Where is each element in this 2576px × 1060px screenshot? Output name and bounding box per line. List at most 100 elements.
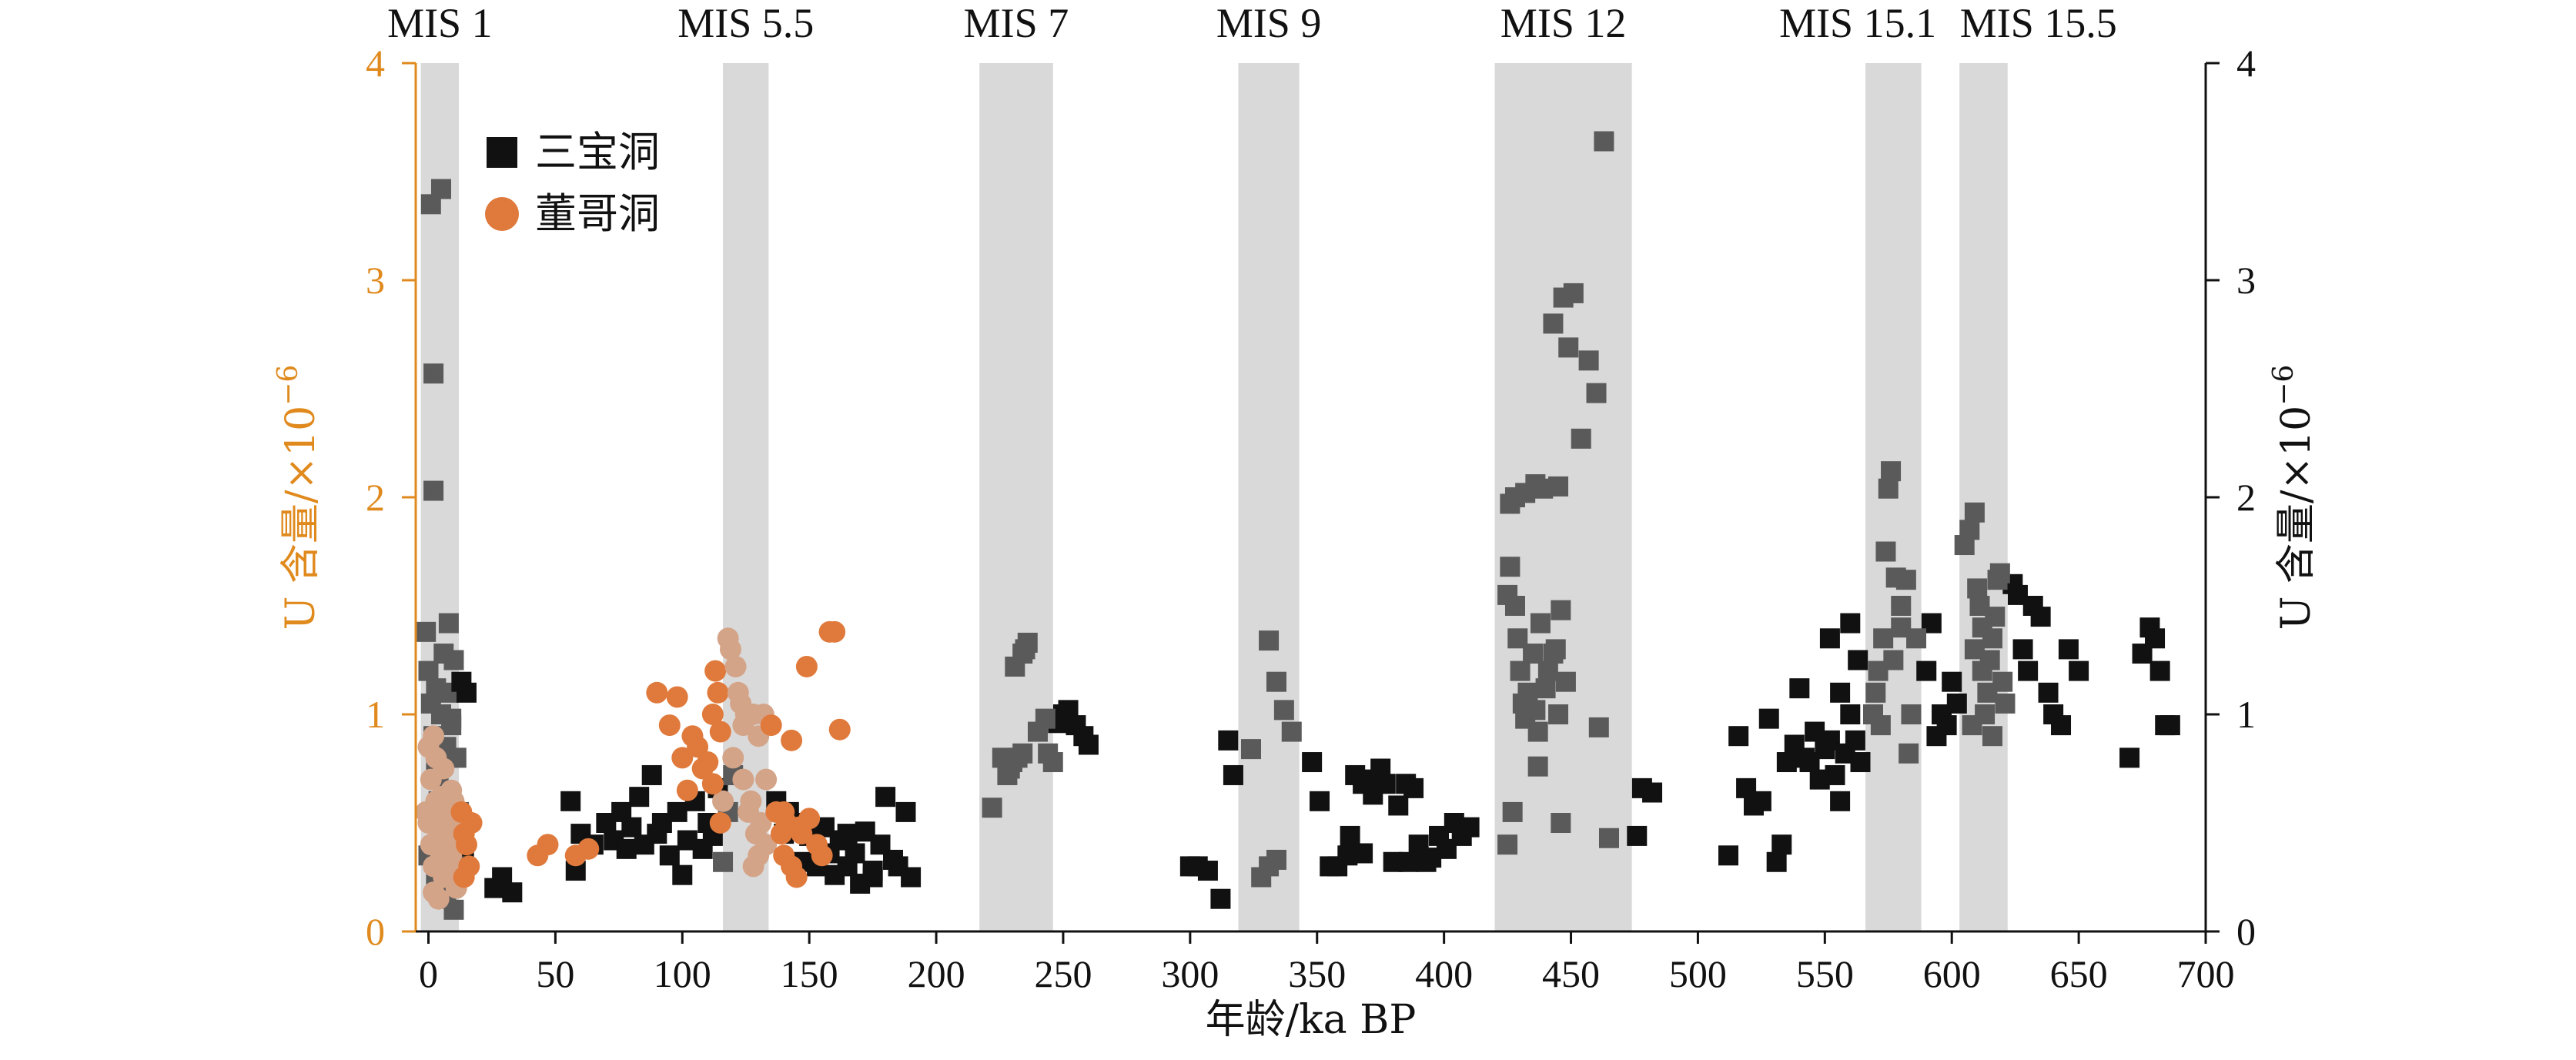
mis-band-label: MIS 9 [1216, 0, 1322, 46]
right-y-tick-label: 3 [2236, 259, 2256, 302]
point-dongge [460, 812, 483, 834]
x-tick-label: 100 [654, 952, 711, 995]
x-tick-label: 650 [2050, 952, 2108, 995]
point-sanbao [1992, 671, 2013, 692]
mis-band [1959, 63, 2008, 931]
left-y-tick-label: 0 [366, 910, 385, 953]
point-sanbao [1870, 715, 1891, 736]
point-sanbao [1830, 682, 1851, 703]
point-sanbao [1035, 708, 1055, 729]
point-sanbao [1266, 849, 1286, 870]
point-sanbao [901, 867, 922, 888]
right-y-axis-title-text: U 含量/×10 [2273, 406, 2320, 630]
x-tick-label: 450 [1542, 952, 1600, 995]
point-sanbao [2030, 607, 2051, 627]
point-sanbao [1906, 628, 1927, 649]
svg-text:U 含量/×10−6: U 含量/×10−6 [273, 365, 324, 630]
point-dongge [455, 834, 477, 856]
mis-band-label: MIS 12 [1500, 0, 1627, 46]
point-sanbao [1510, 660, 1531, 681]
point-sanbao [1899, 743, 1919, 764]
x-tick-label: 250 [1034, 952, 1092, 995]
x-tick-label: 300 [1161, 952, 1219, 995]
point-sanbao [1901, 704, 1922, 724]
point-sanbao [1543, 313, 1564, 334]
point-sanbao [1223, 764, 1243, 785]
point-sanbao [667, 801, 687, 822]
point-sanbao [1504, 596, 1525, 616]
right-y-axis-title: U 含量/×10−6 [2268, 365, 2320, 630]
x-tick-label: 700 [2177, 952, 2235, 995]
point-dongge [704, 660, 727, 682]
point-sanbao [982, 798, 1002, 818]
point-dongge [722, 747, 744, 769]
left-y-axis-title: U 含量/×10−6 [273, 365, 324, 630]
point-sanbao [1972, 617, 1992, 638]
point-sanbao [2145, 628, 2166, 649]
point-sanbao [1459, 817, 1480, 838]
point-sanbao [433, 644, 454, 664]
left-y-axis-exponent: −6 [273, 365, 304, 406]
point-sanbao [1942, 671, 1962, 692]
point-sanbao [1878, 478, 1899, 499]
x-ticks: 0 50 100 150 200 250 300 350 400 450 500 550 600 650 7… [419, 931, 2235, 995]
point-sanbao [2069, 660, 2089, 681]
point-sanbao [1875, 541, 1896, 562]
point-dongge [417, 736, 440, 758]
point-sanbao [1259, 630, 1280, 651]
point-sanbao [1586, 383, 1607, 403]
point-dongge [707, 681, 729, 704]
legend-label-sanbao: 三宝洞 [535, 128, 660, 176]
point-sanbao [1594, 131, 1614, 152]
point-sanbao [1197, 861, 1218, 881]
point-sanbao [1525, 700, 1546, 721]
point-sanbao [1627, 825, 1648, 846]
point-sanbao [1830, 791, 1851, 811]
point-sanbao [1551, 600, 1571, 620]
point-sanbao [2149, 660, 2170, 681]
point-dongge [537, 834, 559, 856]
point-sanbao [641, 764, 662, 785]
point-sanbao [2159, 715, 2180, 736]
point-sanbao [1563, 283, 1584, 303]
left-y-tick-label: 2 [366, 476, 385, 519]
svg-text:U 含量/×10−6: U 含量/×10−6 [2268, 365, 2320, 630]
point-sanbao [1502, 801, 1523, 822]
point-sanbao [875, 787, 896, 808]
point-sanbao [1718, 845, 1738, 866]
point-sanbao [713, 851, 734, 872]
point-dongge [773, 801, 795, 823]
point-sanbao [418, 660, 439, 681]
point-sanbao [1873, 628, 1894, 649]
point-sanbao [1388, 795, 1409, 816]
legend-marker-dongge-circle [485, 197, 519, 231]
point-sanbao [1571, 428, 1591, 449]
point-sanbao [1398, 851, 1419, 872]
point-sanbao [1302, 752, 1323, 773]
point-sanbao [2012, 639, 2033, 660]
point-sanbao [1210, 888, 1231, 909]
axes: 0 50 100 150 200 250 300 350 400 450 500 550 600 650 7… [366, 42, 2256, 995]
point-sanbao [862, 867, 883, 888]
point-sanbao [1840, 613, 1861, 634]
point-sanbao [1545, 639, 1566, 660]
point-sanbao [1916, 660, 1937, 681]
point-dongge [798, 808, 821, 830]
point-sanbao [1819, 628, 1840, 649]
legend: 三宝洞 董哥洞 [485, 128, 660, 238]
point-sanbao [895, 801, 916, 822]
point-sanbao [1523, 644, 1544, 664]
point-sanbao [1962, 715, 1982, 736]
point-sanbao [1548, 704, 1569, 724]
point-sanbao [1527, 721, 1548, 742]
point-sanbao [672, 864, 693, 885]
point-sanbao [423, 480, 444, 501]
mis-band-labels: MIS 1 MIS 5.5 MIS 7 MIS 9 MIS 12 MIS 15.1 MIS … [387, 0, 2117, 46]
scatter-points [415, 131, 2180, 920]
point-sanbao [1883, 650, 1904, 670]
point-dongge [750, 812, 772, 834]
point-sanbao [2119, 747, 2140, 768]
point-sanbao [1840, 704, 1861, 724]
point-sanbao [1982, 726, 2002, 747]
